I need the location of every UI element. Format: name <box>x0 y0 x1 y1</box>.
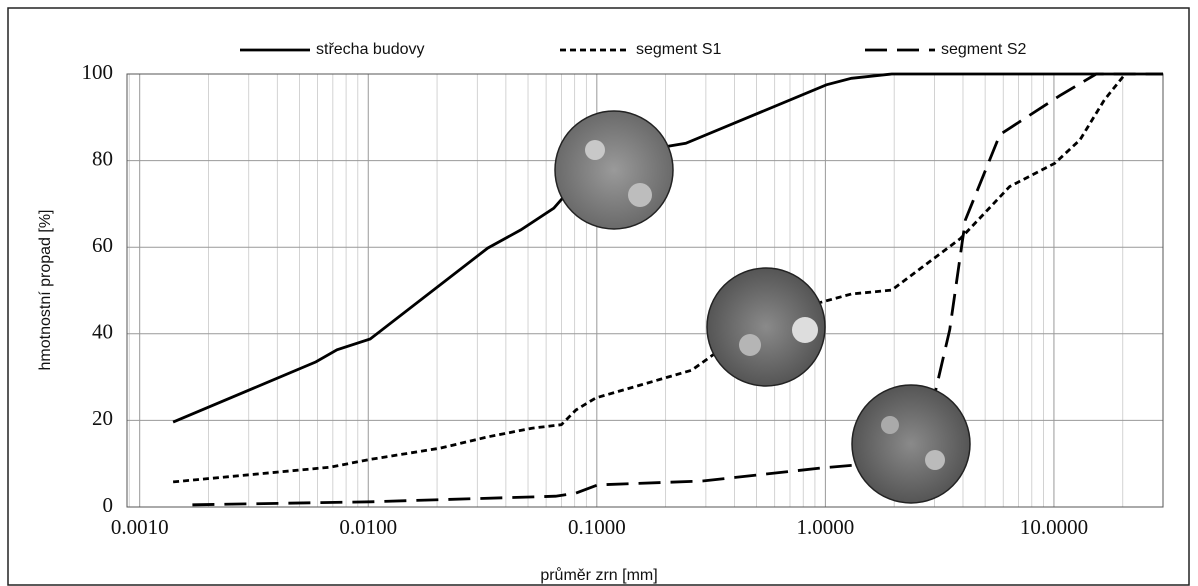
frame <box>8 8 1189 585</box>
grain <box>628 183 652 207</box>
marks <box>173 74 1163 505</box>
series-line <box>192 74 1163 505</box>
legend-label: segment S2 <box>941 41 1026 58</box>
grain <box>792 317 818 343</box>
y-tick-label: 100 <box>82 60 114 84</box>
y-tick-label: 80 <box>92 146 113 170</box>
sample-photo <box>555 111 673 229</box>
x-tick-label: 10.0000 <box>1020 515 1088 539</box>
legend-label: střecha budovy <box>316 41 425 58</box>
y-tick-label: 0 <box>103 493 114 517</box>
grain <box>739 334 761 356</box>
x-tick-label: 0.0010 <box>111 515 169 539</box>
x-axis-label: průměr zrn [mm] <box>540 566 657 584</box>
grain <box>585 140 605 160</box>
y-axis-label: hmotnostní propad [%] <box>37 210 54 371</box>
y-tick-label: 20 <box>92 406 113 430</box>
legend-label: segment S1 <box>636 41 721 58</box>
x-tick-label: 0.0100 <box>339 515 397 539</box>
photos <box>555 111 970 503</box>
x-tick-label: 0.1000 <box>568 515 626 539</box>
y-tick-label: 60 <box>92 233 113 257</box>
grain <box>925 450 945 470</box>
x-tick-label: 1.0000 <box>797 515 855 539</box>
y-tick-label: 40 <box>92 320 113 344</box>
grain <box>881 416 899 434</box>
sample-photo <box>852 385 970 503</box>
chart: průměr zrn [mm] hmotnostní propad [%] 0.… <box>0 0 1198 586</box>
